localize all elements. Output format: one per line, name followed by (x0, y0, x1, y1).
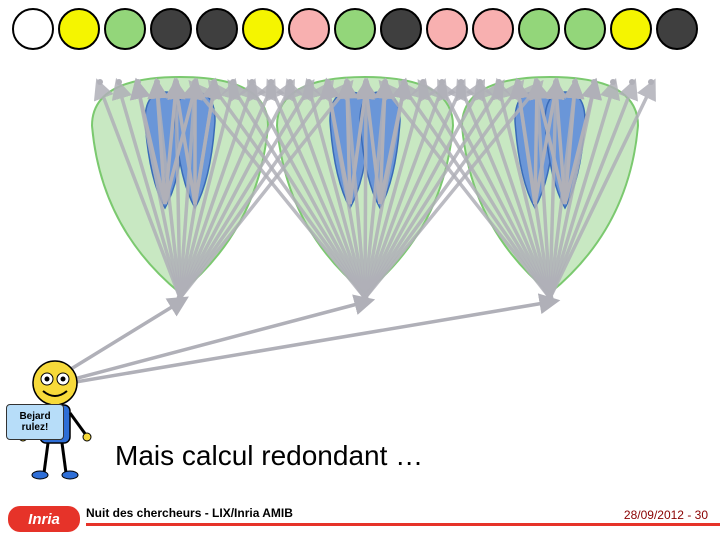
circle-7 (334, 8, 376, 50)
leaf-dot-16 (401, 79, 407, 85)
inria-logo-text: Inria (28, 511, 60, 528)
circles-row (12, 8, 698, 50)
leaf-dot-25 (572, 79, 578, 85)
leaf-dot-26 (591, 79, 597, 85)
leaf-dot-29 (648, 79, 654, 85)
circle-14 (656, 8, 698, 50)
footer-title: Nuit des chercheurs - LIX/Inria AMIB (86, 506, 293, 520)
footer-bar (86, 523, 720, 526)
leaf-dot-22 (515, 79, 521, 85)
circle-8 (380, 8, 422, 50)
mascot-speech-bubble: Bejard rulez! (6, 404, 64, 440)
leaf-dot-27 (610, 79, 616, 85)
leaf-dot-17 (420, 79, 426, 85)
circle-2 (104, 8, 146, 50)
slide: Bejard rulez! Mais calcul redondant … In… (0, 0, 720, 540)
speech-line2: rulez! (22, 422, 49, 433)
leaf-dot-24 (553, 79, 559, 85)
footer: Inria Nuit des chercheurs - LIX/Inria AM… (0, 488, 720, 540)
leaf-dot-7 (230, 79, 236, 85)
circle-12 (564, 8, 606, 50)
arrow-green-1-14 (365, 88, 366, 298)
leaf-dot-10 (287, 79, 293, 85)
circle-1 (58, 8, 100, 50)
leaf-dot-2 (135, 79, 141, 85)
leaf-dot-12 (325, 79, 331, 85)
leaf-dot-19 (458, 79, 464, 85)
leaf-dot-9 (268, 79, 274, 85)
circle-10 (472, 8, 514, 50)
leaf-dot-11 (306, 79, 312, 85)
circle-0 (12, 8, 54, 50)
leaf-dot-4 (173, 79, 179, 85)
leaf-dot-3 (154, 79, 160, 85)
circle-5 (242, 8, 284, 50)
footer-logo-wrap: Inria (8, 506, 80, 532)
leaf-dot-21 (496, 79, 502, 85)
speech-line1: Bejard (19, 411, 50, 422)
leaf-dot-8 (249, 79, 255, 85)
footer-date: 28/09/2012 - 30 (624, 508, 708, 522)
leaf-dot-0 (97, 79, 103, 85)
leaf-dot-1 (116, 79, 122, 85)
leaf-dot-18 (439, 79, 445, 85)
leaf-dot-15 (382, 79, 388, 85)
circle-11 (518, 8, 560, 50)
leaf-dot-20 (477, 79, 483, 85)
leaf-dot-6 (211, 79, 217, 85)
diagram (20, 70, 700, 400)
circle-4 (196, 8, 238, 50)
circle-3 (150, 8, 192, 50)
leaf-dot-5 (192, 79, 198, 85)
circle-13 (610, 8, 652, 50)
circle-6 (288, 8, 330, 50)
inria-logo: Inria (8, 506, 80, 532)
leaf-dot-28 (629, 79, 635, 85)
caption-text: Mais calcul redondant … (115, 440, 423, 472)
leaf-dot-13 (344, 79, 350, 85)
leaf-dot-23 (534, 79, 540, 85)
leaf-dot-14 (363, 79, 369, 85)
arrow-root-2 (40, 302, 550, 388)
circle-9 (426, 8, 468, 50)
